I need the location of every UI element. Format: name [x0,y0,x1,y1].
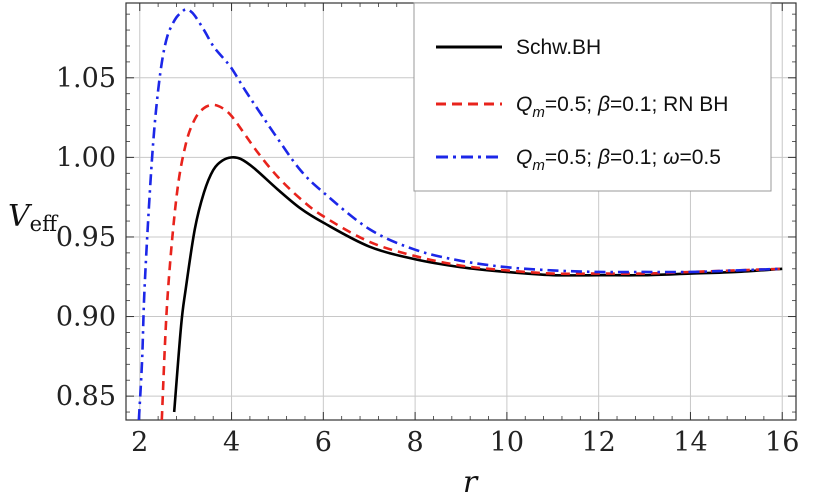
x-tick-label: 6 [315,427,332,458]
y-axis-title-sub: eff [30,212,59,236]
x-tick-labels: 2 4 6 8 10 12 14 16 [131,427,799,458]
x-axis-title: r [463,465,479,500]
y-tick-labels: 0.85 0.90 0.95 1.00 1.05 [56,63,116,412]
legend: Schw.BH Qm=0.5; β=0.1; RN BH Qm=0.5; β=0.1… [413,2,772,192]
y-tick-label: 0.85 [56,381,116,412]
x-tick-label: 16 [765,427,799,458]
x-tick-label: 4 [223,427,240,458]
y-tick-label: 1.05 [56,63,116,94]
x-tick-label: 10 [490,427,524,458]
legend-box [413,2,772,192]
y-axis-title: Veff [8,199,59,236]
series-line-schw [172,155,783,413]
minor-ticks [126,3,796,420]
y-axis-title-main: V [8,199,33,234]
legend-label-omega: Qm=0.5; β=0.1; ω=0.5 [516,146,721,174]
x-tick-label: 8 [407,427,424,458]
x-tick-label: 2 [131,427,148,458]
series-line-omega [137,8,783,420]
series-layer [137,8,783,420]
y-tick-label: 1.00 [56,142,116,173]
x-tick-label: 12 [581,427,615,458]
legend-label-rn: Qm=0.5; β=0.1; RN BH [516,93,728,121]
series-line-rn [160,103,783,420]
legend-label-schw: Schw.BH [516,36,601,59]
y-tick-label: 0.90 [56,302,116,333]
x-tick-label: 14 [673,427,707,458]
y-tick-label: 0.95 [56,222,116,253]
